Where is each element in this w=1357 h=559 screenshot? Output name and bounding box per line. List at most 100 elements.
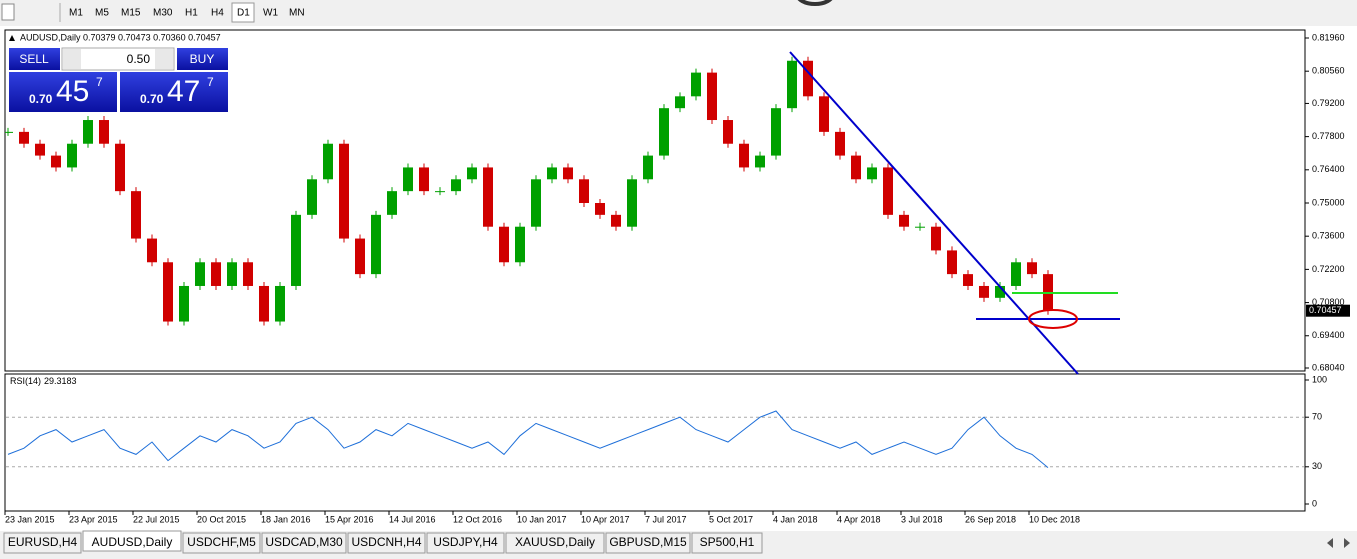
tab-scroll-left[interactable] — [1327, 538, 1333, 548]
tab[interactable] — [261, 532, 347, 554]
candle — [819, 96, 829, 132]
ask-small: 7 — [207, 75, 214, 89]
candle — [227, 262, 237, 286]
candle — [307, 179, 317, 215]
x-tick-label: 5 Oct 2017 — [709, 514, 753, 524]
candle — [323, 143, 333, 180]
candle — [435, 191, 445, 193]
timeframe-button[interactable]: H1 — [185, 8, 198, 19]
x-tick-label: 10 Jan 2017 — [517, 514, 567, 524]
candle — [739, 143, 749, 168]
candle — [771, 108, 781, 156]
main-pane — [4, 29, 1306, 372]
candle — [339, 143, 349, 239]
x-tick-label: 18 Jan 2016 — [261, 514, 311, 524]
candle — [915, 226, 925, 228]
y-tick-label: 0.72200 — [1312, 264, 1345, 274]
tab-active[interactable] — [82, 530, 182, 552]
candles — [5, 56, 1053, 326]
y-tick-label: 0.80560 — [1312, 66, 1345, 76]
candle — [19, 131, 29, 144]
highlight-circle — [1028, 309, 1078, 329]
candle — [515, 226, 525, 263]
candle — [675, 96, 685, 109]
candle — [899, 214, 909, 227]
x-tick-label: 20 Oct 2015 — [197, 514, 246, 524]
timeframe-button[interactable]: M30 — [153, 8, 173, 19]
candle — [851, 155, 861, 180]
buy-label: BUY — [190, 52, 215, 66]
timeframe-button[interactable]: M5 — [95, 8, 109, 19]
buy-button[interactable] — [177, 48, 228, 70]
price-label-bg — [1306, 304, 1350, 317]
lot-up[interactable] — [155, 49, 173, 69]
bid-box[interactable] — [9, 72, 117, 112]
candle — [483, 167, 493, 227]
candle — [563, 167, 573, 180]
symbol-icon — [9, 35, 15, 41]
x-tick-label: 23 Jan 2015 — [5, 514, 55, 524]
candle — [1027, 262, 1037, 275]
candle — [963, 274, 973, 286]
ask-big: 47 — [167, 75, 200, 108]
tab-label: USDCAD,M30 — [265, 535, 343, 549]
bid-prefix: 0.70 — [29, 92, 53, 106]
tab[interactable] — [505, 532, 605, 554]
tab[interactable] — [182, 532, 261, 554]
tab[interactable] — [605, 532, 691, 554]
timeframe-button[interactable]: M1 — [69, 8, 83, 19]
lot-down[interactable] — [63, 49, 81, 69]
timeframe-button[interactable]: H4 — [211, 8, 224, 19]
timeframe-button[interactable]: M15 — [121, 8, 141, 19]
tab-label: SP500,H1 — [700, 535, 755, 549]
y-tick-label: 0.68040 — [1312, 362, 1345, 372]
y-tick-label: 0.79200 — [1312, 98, 1345, 108]
candle — [995, 285, 1005, 298]
sell-button[interactable] — [9, 48, 60, 70]
x-tick-label: 10 Dec 2018 — [1029, 514, 1080, 524]
candle — [579, 179, 589, 203]
candle — [115, 143, 125, 192]
tab[interactable] — [691, 532, 763, 554]
candle — [403, 167, 413, 192]
timeframe-button[interactable]: MN — [289, 8, 305, 19]
x-tick-label: 12 Oct 2016 — [453, 514, 502, 524]
tool-button[interactable] — [24, 4, 50, 20]
y-tick-label: 0.81960 — [1312, 32, 1345, 42]
candle — [371, 214, 381, 275]
tab[interactable] — [3, 532, 82, 554]
rsi-value: 29.3183 — [44, 376, 77, 386]
symbol-info: AUDUSD,Daily 0.70379 0.70473 0.70360 0.7… — [20, 32, 221, 42]
ask-box[interactable] — [120, 72, 228, 112]
candle — [195, 262, 205, 286]
tab-label: AUDUSD,Daily — [92, 535, 173, 549]
timeframe-button[interactable]: D1 — [237, 8, 250, 19]
tab-scroll-right[interactable] — [1344, 538, 1350, 548]
rsi-tick-label: 70 — [1312, 412, 1322, 422]
candle — [1011, 262, 1021, 286]
tool-button[interactable] — [1, 3, 15, 21]
lot-box — [61, 47, 175, 71]
bid-small: 7 — [96, 75, 103, 89]
timeframe-button[interactable]: W1 — [263, 8, 278, 19]
candle — [259, 285, 269, 322]
lot-value: 0.50 — [127, 52, 151, 66]
x-tick-label: 4 Jan 2018 — [773, 514, 818, 524]
rsi-line — [7, 410, 1049, 469]
candle — [387, 191, 397, 215]
candle — [627, 179, 637, 227]
candle — [707, 72, 717, 121]
tab[interactable] — [426, 532, 505, 554]
y-tick-label: 0.69400 — [1312, 330, 1345, 340]
tab[interactable] — [347, 532, 426, 554]
candle — [947, 250, 957, 275]
y-tick-label: 0.75000 — [1312, 197, 1345, 207]
candle — [163, 262, 173, 322]
candle — [5, 131, 13, 133]
candle — [931, 226, 941, 251]
candle — [275, 285, 285, 322]
candle — [835, 131, 845, 156]
candle — [419, 167, 429, 192]
candle — [179, 285, 189, 322]
